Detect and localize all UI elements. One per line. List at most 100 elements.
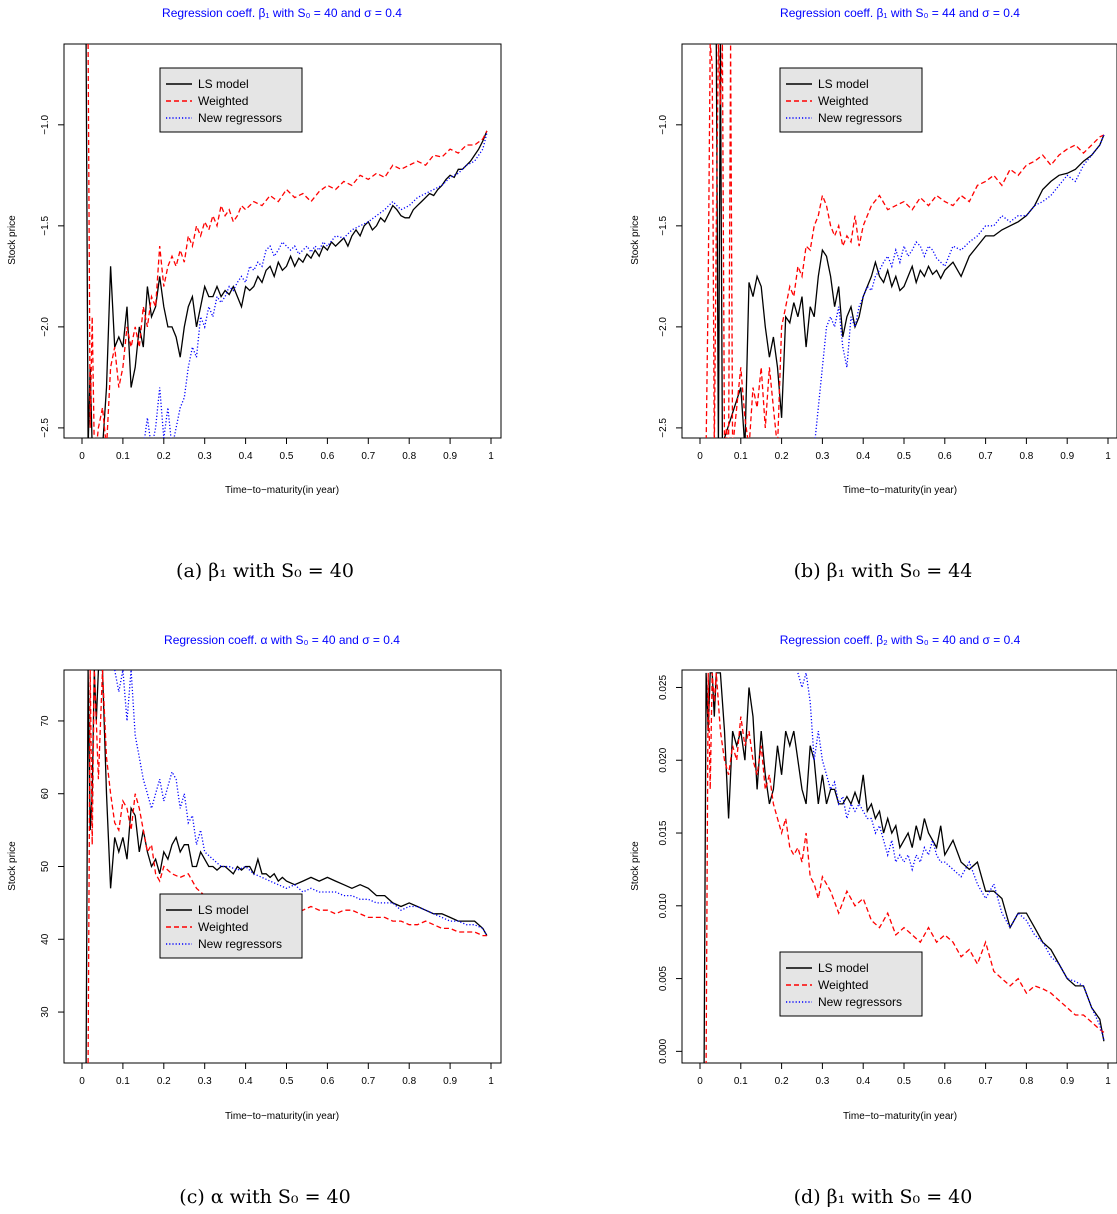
series-line-new-regressors [144, 132, 488, 438]
legend-label-weighted: Weighted [198, 94, 248, 108]
legend-label-ls: LS model [818, 77, 869, 91]
y-tick-label: 0.000 [658, 1038, 669, 1063]
series-line-new-regressors [814, 134, 1105, 438]
y-axis-label: Stock price [7, 215, 18, 265]
x-tick-label: 0.2 [157, 1076, 171, 1087]
y-tick-label: 30 [40, 1006, 51, 1018]
y-tick-label: −2.5 [40, 418, 51, 438]
legend-label-new: New regressors [198, 937, 282, 951]
y-tick-label: 70 [40, 715, 51, 727]
y-tick-label: −2.0 [40, 317, 51, 337]
legend: LS model Weighted New regressors [159, 67, 303, 133]
x-tick-label: 0 [79, 1076, 85, 1087]
series-line-ls-model [715, 44, 1105, 438]
y-tick-label: −1.0 [658, 115, 669, 135]
x-tick-label: 0.5 [897, 451, 911, 462]
y-tick-label: −1.5 [658, 216, 669, 236]
plot-area [63, 669, 502, 1064]
x-tick-label: 0.7 [361, 1076, 375, 1087]
series-line-weighted [705, 672, 1105, 1063]
x-tick-label: 0 [79, 451, 85, 462]
series-group [705, 44, 1105, 438]
x-tick-label: 0.4 [239, 1076, 253, 1087]
series-line-weighted [87, 670, 487, 1063]
panel-c: Regression coeff. α with S₀ = 40 and σ =… [7, 633, 502, 1208]
x-tick-label: 0.4 [856, 451, 870, 462]
legend-box [779, 67, 923, 133]
chart-title: Regression coeff. β₂ with S₀ = 40 and σ … [780, 633, 1021, 647]
x-tick-label: 1 [488, 1076, 494, 1087]
y-tick-label: 0.005 [658, 966, 669, 991]
legend-box [159, 67, 303, 133]
y-axis-label: Stock price [630, 841, 641, 891]
legend-label-weighted: Weighted [818, 978, 868, 992]
axes: 0 0.1 0.2 0.3 0.4 0.5 0.6 0.7 0.8 0.9 1 −2.5 −2.0 −1.… [658, 115, 1111, 462]
series-line-weighted [705, 44, 1105, 438]
legend-box [159, 893, 303, 959]
legend: LS model Weighted New regressors [779, 67, 923, 133]
legend-label-new: New regressors [198, 111, 282, 125]
axes: 0 0.1 0.2 0.3 0.4 0.5 0.6 0.7 0.8 0.9 1 30 40 50 60 70 [40, 715, 494, 1087]
panel-d: Regression coeff. β₂ with S₀ = 40 and σ … [630, 633, 1117, 1208]
axes: 0 0.1 0.2 0.3 0.4 0.5 0.6 0.7 0.8 0.9 1 −2.5 −2.0 −1.… [40, 115, 494, 462]
y-axis-label: Stock price [630, 215, 641, 265]
x-tick-label: 0.9 [1060, 451, 1074, 462]
x-tick-label: 0.6 [938, 451, 952, 462]
y-tick-label: −2.0 [658, 317, 669, 337]
x-axis-label: Time−to−maturity(in year) [225, 1111, 339, 1122]
series-line-ls-model [85, 44, 488, 438]
x-tick-label: 0.3 [198, 1076, 212, 1087]
panel-a: Regression coeff. β₁ with S₀ = 40 and σ … [7, 6, 502, 582]
series-line-weighted [87, 44, 488, 438]
legend: LS model Weighted New regressors [159, 893, 303, 959]
series-group [85, 670, 488, 1063]
x-tick-label: 0.7 [361, 451, 375, 462]
chart-title: Regression coeff. β₁ with S₀ = 40 and σ … [162, 6, 402, 20]
caption: (c) α with S₀ = 40 [179, 1186, 350, 1208]
legend-label-ls: LS model [818, 961, 869, 975]
y-tick-label: 0.025 [658, 675, 669, 700]
x-tick-label: 0 [697, 451, 703, 462]
legend-label-new: New regressors [818, 111, 902, 125]
x-tick-label: 0.3 [815, 1076, 829, 1087]
legend: LS model Weighted New regressors [779, 951, 923, 1017]
series-line-new-regressors [114, 670, 488, 936]
chart-title: Regression coeff. β₁ with S₀ = 44 and σ … [780, 6, 1020, 20]
x-tick-label: 0.1 [116, 451, 130, 462]
x-tick-label: 1 [1105, 451, 1111, 462]
x-axis-label: Time−to−maturity(in year) [843, 485, 957, 496]
x-tick-label: 0.2 [775, 1076, 789, 1087]
series-line-new-regressors [797, 672, 1105, 1040]
x-tick-label: 0.9 [443, 451, 457, 462]
x-tick-label: 0.9 [443, 1076, 457, 1087]
x-tick-label: 0.4 [239, 451, 253, 462]
y-tick-label: 50 [40, 861, 51, 873]
x-tick-label: 0.9 [1060, 1076, 1074, 1087]
x-tick-label: 1 [488, 451, 494, 462]
x-tick-label: 0.3 [198, 451, 212, 462]
y-tick-label: −1.5 [40, 216, 51, 236]
y-tick-label: 40 [40, 933, 51, 945]
x-tick-label: 0.4 [856, 1076, 870, 1087]
series-group [703, 672, 1105, 1063]
plot-area [63, 43, 502, 439]
legend-label-ls: LS model [198, 903, 249, 917]
x-tick-label: 0.3 [815, 451, 829, 462]
y-axis-label: Stock price [7, 841, 18, 891]
legend-label-weighted: Weighted [198, 920, 248, 934]
legend-box [779, 951, 923, 1017]
axes: 0 0.1 0.2 0.3 0.4 0.5 0.6 0.7 0.8 0.9 1 0.000 0.005 0… [658, 675, 1111, 1087]
x-tick-label: 0.1 [734, 1076, 748, 1087]
plot-area [681, 669, 1117, 1064]
y-tick-label: −1.0 [40, 115, 51, 135]
chart-title: Regression coeff. α with S₀ = 40 and σ =… [164, 633, 400, 647]
legend-label-ls: LS model [198, 77, 249, 91]
x-tick-label: 0.6 [320, 451, 334, 462]
x-tick-label: 0.7 [979, 1076, 993, 1087]
panel-b: Regression coeff. β₁ with S₀ = 44 and σ … [630, 6, 1117, 582]
series-group [85, 44, 488, 438]
series-line-ls-model [85, 670, 488, 1063]
x-tick-label: 0.8 [1019, 451, 1033, 462]
x-tick-label: 0.6 [938, 1076, 952, 1087]
